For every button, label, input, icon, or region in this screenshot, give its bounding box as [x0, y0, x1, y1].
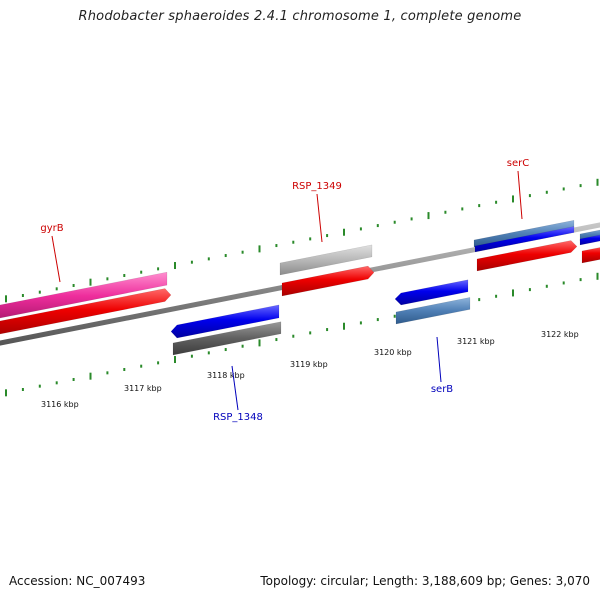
- gene-RSP_1349[interactable]: [279, 244, 373, 276]
- tick-label: 3119 kbp: [290, 360, 328, 369]
- tick-marks: [5, 178, 599, 397]
- cds-RSP_1348[interactable]: [170, 304, 280, 339]
- label-leader-line: [436, 336, 442, 383]
- map-title: Rhodobacter sphaeroides 2.4.1 chromosome…: [78, 9, 522, 24]
- gene-label[interactable]: gyrB: [40, 223, 63, 234]
- cds-RSP_1349[interactable]: [281, 265, 375, 297]
- gene-label[interactable]: RSP_1349: [292, 181, 342, 192]
- tick-label: 3117 kbp: [124, 384, 162, 393]
- cds-serC-blue-strip[interactable]: [474, 226, 575, 253]
- tick-label: 3122 kbp: [541, 330, 579, 339]
- accession-text: Accession: NC_007493: [9, 574, 146, 588]
- label-leader-line: [517, 170, 523, 220]
- label-layer: 3116 kbp 3117 kbp 3118 kbp 3119 kbp 3120 kbp…: [40, 158, 578, 423]
- label-leader-line: [316, 193, 323, 243]
- feature-layer: [0, 219, 600, 356]
- gene-label[interactable]: RSP_1348: [213, 412, 263, 423]
- topology-summary-text: Topology: circular; Length: 3,188,609 bp…: [260, 574, 590, 588]
- tick-label: 3121 kbp: [457, 337, 495, 346]
- cds-right-edge[interactable]: [581, 245, 600, 264]
- label-leader-line: [51, 235, 61, 283]
- gene-label[interactable]: serB: [431, 384, 453, 395]
- tick-label: 3118 kbp: [207, 371, 245, 380]
- cds-right-edge-blue-strip[interactable]: [579, 233, 600, 246]
- gene-label[interactable]: serC: [507, 158, 529, 169]
- gene-RSP_1348[interactable]: [172, 321, 282, 356]
- gene-gyrB[interactable]: [0, 271, 168, 320]
- cds-gyrB[interactable]: [0, 288, 172, 336]
- cds-serC[interactable]: [476, 240, 578, 272]
- cds-serB[interactable]: [394, 279, 469, 306]
- tick-label: 3120 kbp: [374, 348, 412, 357]
- gene-serB[interactable]: [395, 297, 471, 325]
- tick-label: 3116 kbp: [41, 400, 79, 409]
- label-leader-line: [231, 365, 239, 411]
